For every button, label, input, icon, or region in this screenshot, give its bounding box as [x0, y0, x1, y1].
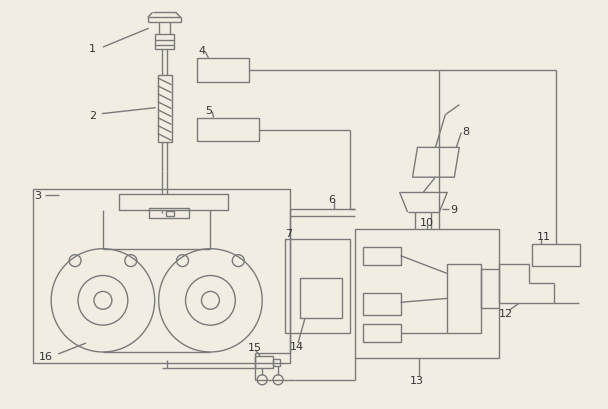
Bar — [363, 294, 401, 315]
Text: 12: 12 — [499, 308, 513, 319]
Text: 5: 5 — [206, 106, 212, 115]
Text: 3: 3 — [34, 191, 41, 200]
Text: 8: 8 — [462, 127, 469, 137]
Bar — [198, 118, 259, 142]
Text: 7: 7 — [285, 228, 292, 238]
Bar — [285, 239, 350, 333]
Bar — [447, 264, 481, 333]
Bar — [255, 356, 273, 368]
Text: 16: 16 — [39, 351, 54, 361]
Text: 13: 13 — [410, 375, 424, 385]
Text: 10: 10 — [420, 217, 434, 227]
Bar — [154, 35, 174, 50]
Text: 11: 11 — [537, 231, 551, 241]
Bar — [165, 211, 174, 216]
Bar — [300, 279, 342, 319]
Bar — [157, 76, 171, 143]
Text: 2: 2 — [89, 110, 96, 120]
Bar — [119, 195, 229, 211]
Bar — [363, 324, 401, 342]
Bar — [363, 247, 401, 265]
Bar — [354, 229, 499, 358]
Text: 15: 15 — [248, 342, 262, 352]
Text: 14: 14 — [290, 341, 304, 351]
Bar — [532, 244, 580, 266]
Bar — [149, 209, 188, 218]
Bar — [33, 190, 290, 363]
Text: 1: 1 — [89, 44, 96, 54]
Bar — [273, 359, 280, 366]
Text: 4: 4 — [198, 46, 206, 56]
Text: 9: 9 — [451, 204, 457, 214]
Text: 6: 6 — [328, 195, 335, 204]
Bar — [198, 59, 249, 83]
